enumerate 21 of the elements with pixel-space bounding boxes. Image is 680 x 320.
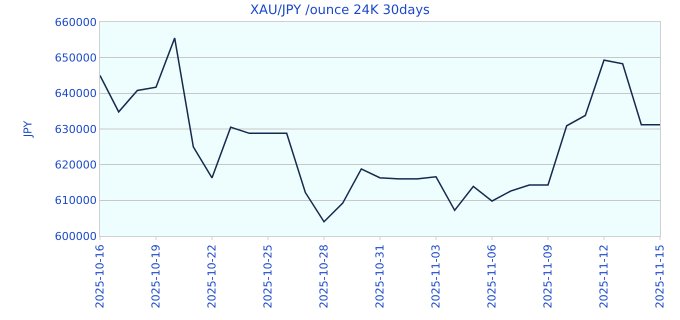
y-tick-label: 650000: [54, 52, 97, 65]
x-tick-label: 2025-10-19: [150, 244, 163, 308]
x-tick-label: 2025-10-25: [262, 244, 275, 308]
x-tick-label: 2025-10-16: [94, 244, 107, 308]
x-tick-label: 2025-10-22: [206, 244, 219, 308]
x-tick-label: 2025-11-12: [598, 244, 611, 308]
y-tick-label: 640000: [54, 87, 97, 100]
y-axis-title: JPY: [21, 120, 34, 138]
y-tick-label: 610000: [54, 194, 97, 208]
x-tick-label: 2025-11-09: [542, 244, 555, 308]
x-tick-label: 2025-10-31: [374, 244, 387, 308]
line-series: [100, 37, 660, 222]
x-tick-label: 2025-11-03: [430, 244, 443, 308]
y-tick-label: 630000: [54, 122, 97, 136]
x-tick-label: 2025-11-06: [486, 244, 499, 308]
y-tick-label: 600000: [54, 230, 97, 243]
y-tick-label: 660000: [54, 16, 97, 29]
x-tick-label: 2025-11-15: [654, 244, 667, 308]
y-tick-label: 620000: [54, 158, 97, 172]
x-tick-label: 2025-10-28: [318, 244, 331, 308]
chart-title: XAU/JPY /ounce 24K 30days: [250, 2, 430, 18]
